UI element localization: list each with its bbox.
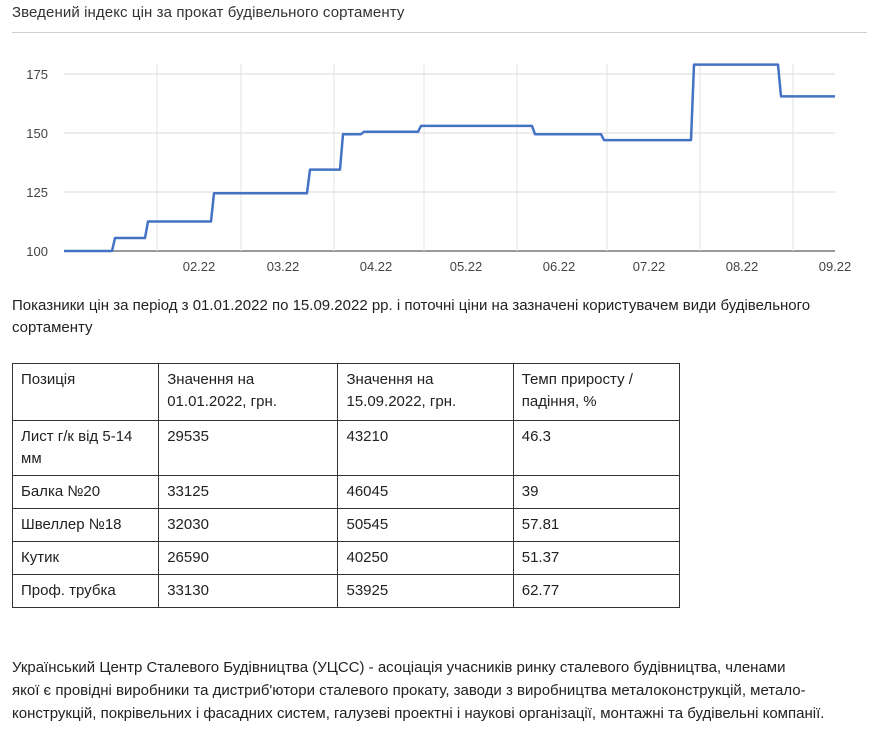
cell-growth-rate: 39 (512, 475, 681, 509)
cell-position: Кутик (11, 541, 160, 575)
x-tick-label: 06.22 (543, 259, 576, 274)
cell-growth-rate: 62.77 (512, 574, 681, 608)
x-tick-label: 02.22 (183, 259, 216, 274)
cell-growth-rate: 46.3 (512, 420, 681, 476)
table-row: Проф. трубка 33130 53925 62.77 (11, 574, 681, 608)
chart-series (64, 63, 835, 253)
cell-position: Балка №20 (11, 475, 160, 509)
x-tick-label: 09.22 (819, 259, 852, 274)
y-tick-label: 100 (26, 244, 48, 259)
x-tick-label: 07.22 (633, 259, 666, 274)
header-growth-rate: Темп приросту / падіння, % (512, 363, 681, 421)
price-table: Позиція Значення на 01.01.2022, грн. Зна… (11, 363, 681, 608)
table-row: Лист г/к від 5-14 мм 29535 43210 46.3 (11, 420, 681, 476)
title-divider (12, 32, 867, 33)
cell-position: Проф. трубка (11, 574, 160, 608)
x-tick-label: 04.22 (360, 259, 393, 274)
cell-value-end: 43210 (337, 420, 514, 476)
series-line-0 (64, 63, 835, 253)
cell-position: Швеллер №18 (11, 508, 160, 542)
chart-grid (64, 64, 835, 252)
cell-growth-rate: 51.37 (512, 541, 681, 575)
cell-value-end: 40250 (337, 541, 514, 575)
cell-position: Лист г/к від 5-14 мм (11, 420, 160, 476)
y-tick-label: 150 (26, 126, 48, 141)
cell-value-end: 50545 (337, 508, 514, 542)
cell-value-start: 32030 (158, 508, 339, 542)
cell-value-start: 33130 (158, 574, 339, 608)
footer-text: Український Центр Сталевого Будівництва … (12, 656, 872, 725)
footer-line: конструкцій, покрівельних і фасадних сис… (12, 705, 825, 722)
table-row: Балка №20 33125 46045 39 (11, 475, 681, 509)
cell-value-start: 29535 (158, 420, 339, 476)
footer-line: Український Центр Сталевого Будівництва … (12, 659, 786, 676)
x-tick-label: 05.22 (450, 259, 483, 274)
header-value-start: Значення на 01.01.2022, грн. (158, 363, 339, 421)
table-row: Кутик 26590 40250 51.37 (11, 541, 681, 575)
price-index-chart: 100 125 150 175 02.22 03.22 04.22 05.22 06.22 07… (26, 63, 852, 274)
x-tick-label: 03.22 (267, 259, 300, 274)
cell-value-start: 33125 (158, 475, 339, 509)
y-tick-label: 125 (26, 185, 48, 200)
cell-value-end: 46045 (337, 475, 514, 509)
table-caption: Показники цін за період з 01.01.2022 по … (12, 297, 811, 336)
cell-growth-rate: 57.81 (512, 508, 681, 542)
table-row: Швеллер №18 32030 50545 57.81 (11, 508, 681, 542)
table-header-row: Позиція Значення на 01.01.2022, грн. Зна… (11, 363, 681, 421)
header-position: Позиція (11, 363, 160, 421)
y-tick-label: 175 (26, 67, 48, 82)
header-value-end: Значення на 15.09.2022, грн. (337, 363, 514, 421)
x-axis-ticks: 02.22 03.22 04.22 05.22 06.22 07.22 08.22 09.22 (183, 259, 852, 274)
chart-title: Зведений індекс цін за прокат будівельно… (12, 4, 405, 21)
y-axis-ticks: 100 125 150 175 (26, 67, 48, 259)
cell-value-end: 53925 (337, 574, 514, 608)
footer-line: якої є провідні виробники та дистриб'юто… (12, 682, 806, 699)
x-tick-label: 08.22 (726, 259, 759, 274)
cell-value-start: 26590 (158, 541, 339, 575)
